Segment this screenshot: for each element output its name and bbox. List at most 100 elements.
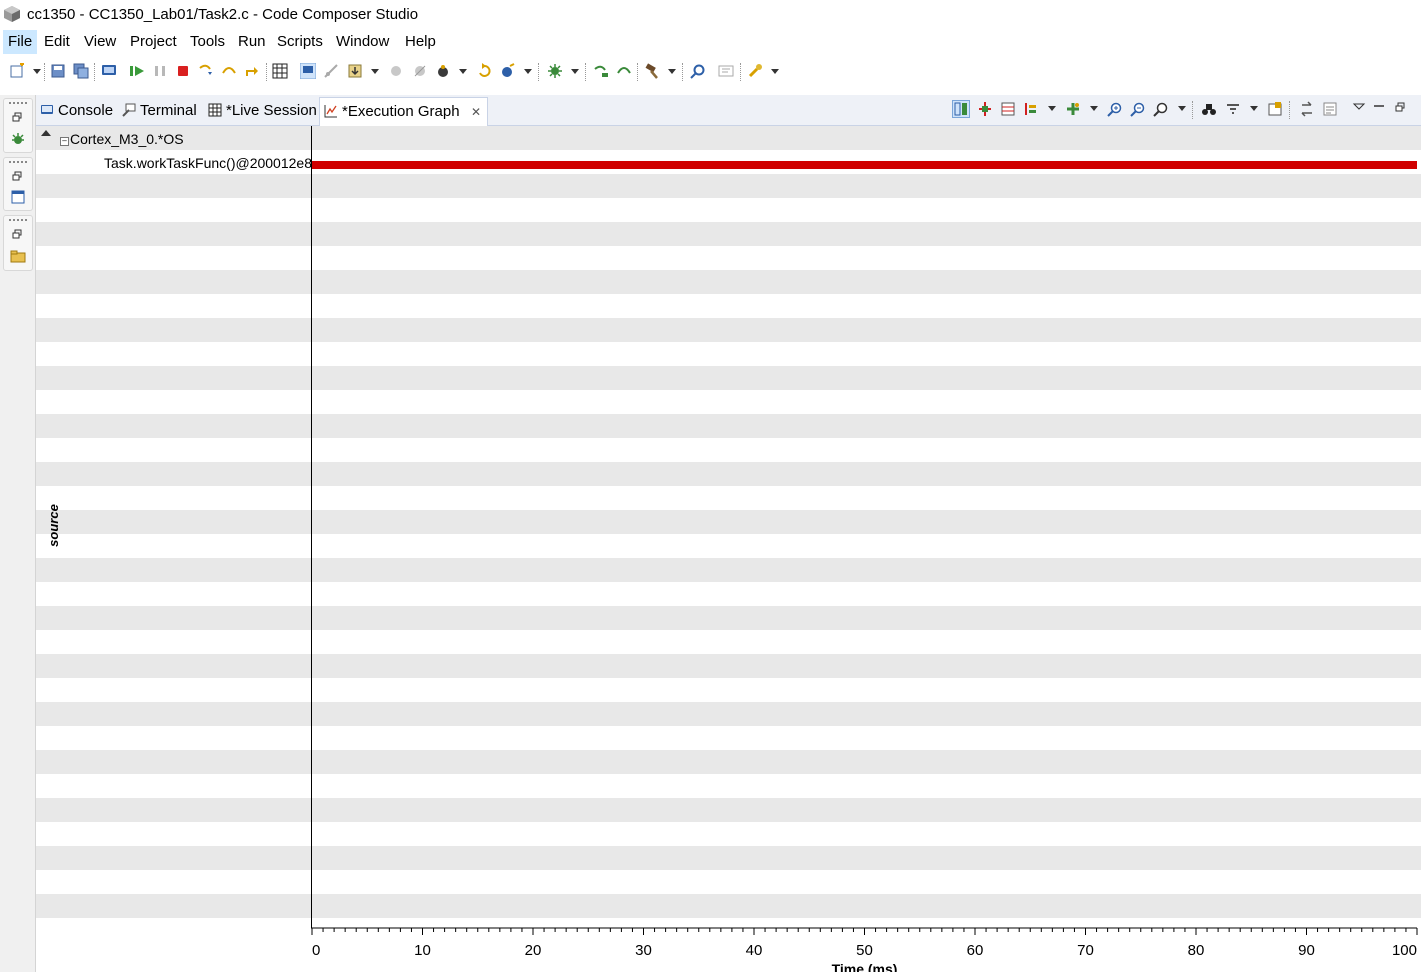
menu-view[interactable]: View [84, 33, 117, 50]
project-explorer-icon[interactable] [10, 248, 26, 264]
execution-graph-canvas[interactable]: – Cortex_M3_0.*OS Task.workTaskFunc()@20… [36, 126, 1421, 972]
assembly-step-over-icon[interactable] [616, 63, 632, 79]
external-tools-dropdown-arrow-icon[interactable] [771, 69, 779, 74]
step-into-icon[interactable] [198, 63, 214, 79]
memory-browser-icon[interactable] [272, 63, 288, 79]
search-icon[interactable] [690, 63, 706, 79]
find-binoculars-icon[interactable] [1201, 101, 1217, 117]
tab-live-session[interactable]: *Live Session [208, 97, 317, 125]
menu-window[interactable]: Window [336, 33, 390, 50]
drag-handle[interactable] [9, 161, 27, 165]
tools-dropdown-arrow-icon[interactable] [668, 69, 676, 74]
restore-icon[interactable] [10, 168, 26, 184]
tab-terminal[interactable]: Terminal [122, 97, 197, 125]
close-tab-icon[interactable]: ✕ [470, 105, 481, 119]
filter-dropdown-arrow-icon[interactable] [1250, 106, 1258, 111]
toolbar-separator [637, 63, 639, 81]
tab-execution-graph[interactable]: *Execution Graph ✕ [319, 97, 488, 126]
row-stripe [36, 462, 1421, 486]
window-title: cc1350 - CC1350_Lab01/Task2.c - Code Com… [27, 6, 419, 23]
x-tick-label: 10 [414, 942, 431, 959]
tools-hammer-icon[interactable] [644, 63, 660, 79]
reset-dropdown-arrow-icon[interactable] [524, 69, 532, 74]
zoom-dropdown-arrow-icon[interactable] [1178, 106, 1186, 111]
x-tick-label: 30 [635, 942, 652, 959]
restart-icon[interactable] [476, 63, 492, 79]
group-dropdown-arrow-icon[interactable] [1048, 106, 1056, 111]
menu-project[interactable]: Project [130, 33, 177, 50]
collapse-rows-icon[interactable] [1000, 101, 1016, 117]
save-icon[interactable] [50, 63, 66, 79]
menu-run[interactable]: Run [238, 33, 266, 50]
save-all-icon[interactable] [73, 63, 89, 79]
load-program-icon[interactable] [347, 63, 363, 79]
menu-edit[interactable]: Edit [44, 33, 70, 50]
debug-icon[interactable] [435, 63, 451, 79]
resume-icon[interactable] [129, 63, 145, 79]
toolbar-separator [538, 63, 540, 81]
breakpoint-icon[interactable] [388, 63, 404, 79]
connect-target-icon[interactable] [300, 63, 316, 79]
view-menu-icon[interactable] [1351, 99, 1367, 115]
menu-file[interactable]: File [3, 30, 38, 54]
group-icon[interactable] [1023, 101, 1039, 117]
minimized-stack-debug [3, 98, 33, 153]
ui-compact-icon[interactable] [718, 63, 734, 79]
export-icon[interactable] [1267, 101, 1283, 117]
minimized-stack-outline [3, 157, 33, 211]
zoom-fit-icon[interactable] [1153, 101, 1169, 117]
row-stripe [36, 558, 1421, 582]
new-icon[interactable] [9, 63, 25, 79]
properties-icon[interactable] [1322, 101, 1338, 117]
collapse-all-icon[interactable] [41, 130, 51, 136]
menu-help[interactable]: Help [405, 33, 436, 50]
align-graph-icon[interactable] [952, 100, 970, 118]
restore-icon[interactable] [10, 109, 26, 125]
filter-icon[interactable] [1225, 101, 1241, 117]
drag-handle[interactable] [9, 219, 27, 223]
new-dropdown-arrow-icon[interactable] [33, 69, 41, 74]
row-stripe [36, 798, 1421, 822]
core-row-label: Cortex_M3_0.*OS [70, 131, 184, 147]
outline-view-icon[interactable] [10, 189, 26, 205]
add-marker-icon[interactable] [1065, 101, 1081, 117]
x-tick-label: 70 [1077, 942, 1094, 959]
tab-execution-graph-label: *Execution Graph [342, 103, 460, 120]
measurement-marker-icon[interactable] [977, 101, 993, 117]
task-row-label: Task.workTaskFunc()@200012e8 [104, 155, 312, 171]
row-stripe [36, 126, 1421, 150]
minimize-icon[interactable] [1371, 99, 1387, 115]
console-icon [41, 105, 53, 114]
load-dropdown-arrow-icon[interactable] [371, 69, 379, 74]
step-over-icon[interactable] [221, 63, 237, 79]
debug-view-icon[interactable] [101, 63, 117, 79]
build-dropdown-arrow-icon[interactable] [571, 69, 579, 74]
maximize-icon[interactable] [1393, 99, 1409, 115]
step-return-icon[interactable] [244, 63, 260, 79]
external-tools-icon[interactable] [747, 63, 763, 79]
tree-expander-icon[interactable]: – [60, 137, 69, 146]
menu-scripts[interactable]: Scripts [277, 33, 323, 50]
table-icon [208, 103, 222, 117]
suspend-icon[interactable] [152, 63, 168, 79]
debug-view-icon[interactable] [10, 131, 26, 147]
tab-console[interactable]: Console [40, 97, 113, 125]
debug-dropdown-arrow-icon[interactable] [459, 69, 467, 74]
zoom-out-icon[interactable] [1130, 101, 1146, 117]
marker-dropdown-arrow-icon[interactable] [1090, 106, 1098, 111]
breakpoint-disabled-icon[interactable] [412, 63, 428, 79]
build-icon[interactable] [547, 63, 563, 79]
reset-icon[interactable] [500, 63, 516, 79]
terminate-icon[interactable] [175, 63, 191, 79]
disconnect-icon[interactable] [323, 63, 339, 79]
drag-handle[interactable] [9, 102, 27, 106]
zoom-in-icon[interactable] [1107, 101, 1123, 117]
x-tick-label: 90 [1298, 942, 1315, 959]
menu-tools[interactable]: Tools [190, 33, 226, 50]
assembly-step-into-icon[interactable] [593, 63, 609, 79]
terminal-icon [122, 103, 136, 117]
restore-icon[interactable] [10, 226, 26, 242]
toolbar-separator [1192, 101, 1194, 119]
execution-graph-view: Console Terminal *Live Session *Executio… [36, 95, 1421, 972]
sync-icon[interactable] [1299, 101, 1315, 117]
